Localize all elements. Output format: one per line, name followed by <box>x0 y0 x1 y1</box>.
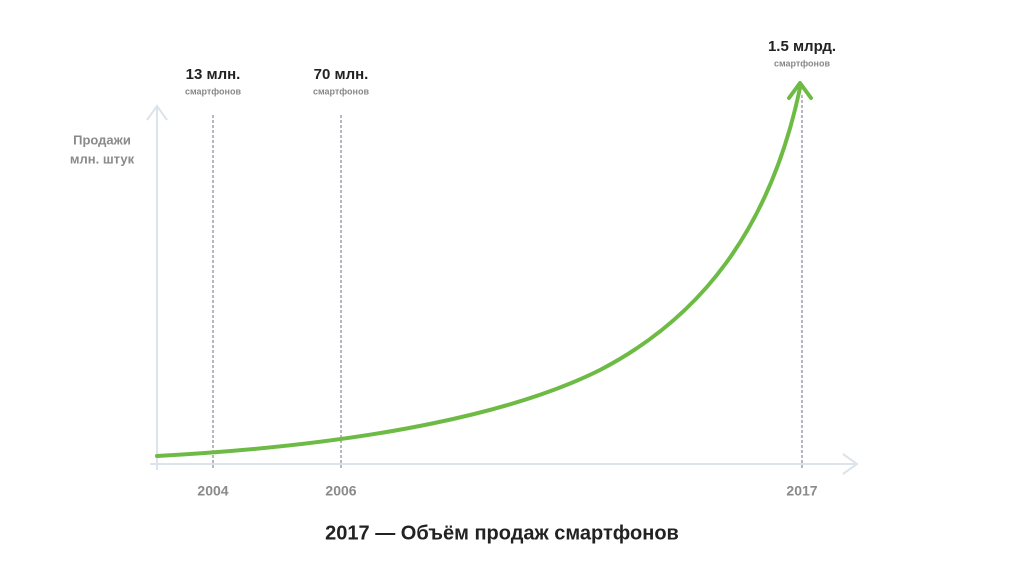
marker-year: 2006 <box>325 483 356 499</box>
axes <box>146 104 859 475</box>
marker-value: 1.5 млрд. <box>768 38 836 55</box>
marker-year: 2017 <box>786 483 817 499</box>
curve-arrow <box>787 81 813 100</box>
growth-curve <box>155 86 802 458</box>
marker-value: 70 млн. <box>314 66 369 83</box>
y-axis-label: млн. штук <box>70 151 135 166</box>
marker-year: 2004 <box>197 483 228 499</box>
title: 2017 — Объём продаж смартфонов <box>325 522 679 544</box>
y-axis-label: Продажи <box>73 132 131 147</box>
marker-value: 13 млн. <box>186 66 241 83</box>
marker-unit: смартфонов <box>774 58 831 68</box>
marker-unit: смартфонов <box>185 86 242 96</box>
marker-unit: смартфонов <box>313 86 370 96</box>
guides <box>212 95 803 470</box>
